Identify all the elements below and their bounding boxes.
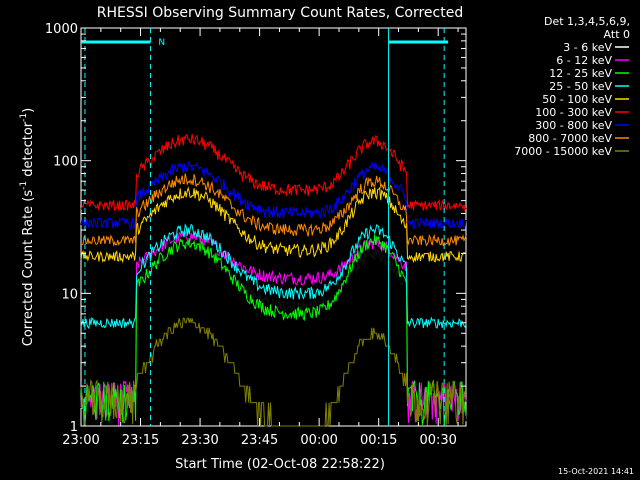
legend-label: 50 - 100 keV [542,93,612,106]
x-tick-label: 23:45 [241,433,278,448]
chart-title: RHESSI Observing Summary Count Rates, Co… [97,5,463,21]
series-layer [80,133,467,427]
legend-label: 300 - 800 keV [535,119,612,132]
series-line-8 [80,317,467,427]
y-tick-label: 10 [61,287,78,302]
legend-label: 7000 - 15000 keV [514,145,612,158]
plot-area: N 23:00 23:15 23:30 23:45 00:00 00:15 00:30 1 10… [45,22,467,448]
x-tick-label: 23:30 [181,433,218,448]
y-axis-label-main: Corrected Count Rate (s [21,190,36,347]
y-tick-label: 100 [53,155,78,170]
markers-layer: N [81,28,449,426]
y-axis-label-sup2: -1 [19,113,29,122]
x-tick-label: 00:30 [419,433,456,448]
legend-label: 800 - 7000 keV [528,132,612,145]
y-axis-label: Corrected Count Rate (s-1 detector-1) [19,108,36,346]
legend-label: 12 - 25 keV [549,67,612,80]
y-axis-label-mid: detector [21,121,36,181]
series-line-1 [80,229,467,426]
legend-label: 6 - 12 keV [556,54,612,67]
y-tick-label: 1000 [45,22,78,37]
footer-timestamp: 15-Oct-2021 14:41 [558,467,634,476]
x-axis-label: Start Time (02-Oct-08 22:58:22) [175,457,385,472]
series-line-7 [80,173,467,247]
series-line-4 [80,186,467,264]
series-line-3 [80,223,467,330]
legend-header-2: Att 0 [604,28,630,41]
series-line-2 [80,234,467,426]
plot-frame [80,27,467,427]
y-axis-label-sup1: -1 [19,181,29,190]
night-marker-label: N [158,38,165,48]
series-line-5 [80,133,467,213]
ticks-layer: 23:00 23:15 23:30 23:45 00:00 00:15 00:30 1 10 10… [45,22,466,448]
legend-label: 100 - 300 keV [535,106,612,119]
legend-label: 25 - 50 keV [549,80,612,93]
x-tick-label: 00:15 [360,433,397,448]
y-tick-label: 1 [70,420,78,435]
x-tick-label: 23:15 [122,433,159,448]
legend-header-1: Det 1,3,4,5,6,9, [544,15,630,28]
series-line-0 [80,243,467,426]
legend-label: 3 - 6 keV [563,41,612,54]
series-line-6 [80,160,467,231]
x-tick-label: 00:00 [300,433,337,448]
x-tick-label: 23:00 [62,433,99,448]
y-axis-label-end: ) [21,108,36,113]
